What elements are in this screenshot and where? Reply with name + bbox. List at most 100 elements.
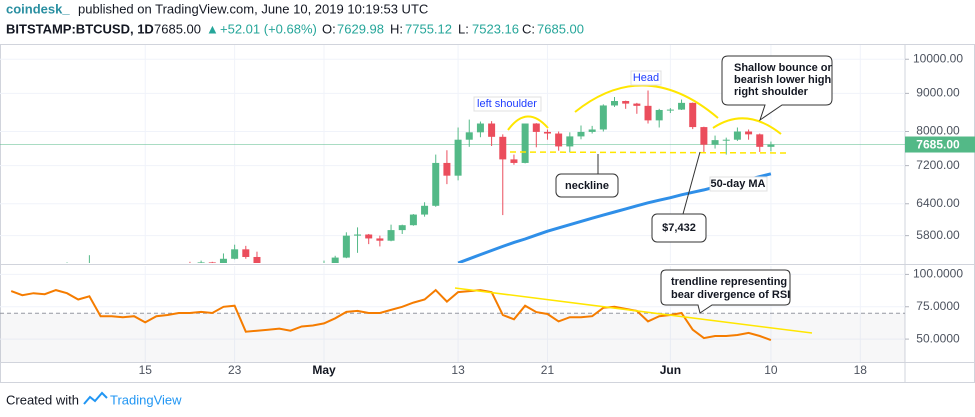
pointer: [682, 151, 701, 215]
candle-body: [387, 230, 395, 241]
candle-body: [443, 162, 451, 176]
callout: [660, 269, 791, 314]
h-value: 7755.12: [405, 21, 452, 36]
candle-body: [298, 269, 305, 273]
candle-body: [398, 225, 406, 231]
note-text: neckline: [565, 180, 609, 192]
symbol: BITSTAMP:BTCUSD, 1D: [6, 21, 154, 36]
candle-body: [208, 262, 216, 263]
candle-body: [465, 132, 473, 140]
candle-body: [421, 205, 429, 215]
x-tick-label: 15: [139, 363, 153, 377]
footer-brand[interactable]: TradingView: [110, 392, 182, 407]
candle-body: [119, 279, 126, 280]
note-text: Head: [633, 72, 659, 84]
candle-body: [52, 271, 59, 280]
candle-body: [97, 264, 104, 282]
rsi-marks: [0, 288, 905, 362]
footer-logo: [83, 391, 108, 405]
candle-body: [733, 131, 741, 140]
candle-body: [231, 249, 239, 259]
candle-body: [75, 267, 82, 273]
right-shoulder-note: Shallow bounce or bearish lower high rig…: [721, 55, 833, 122]
l-label: L:: [458, 21, 469, 36]
candle-body: [722, 139, 730, 141]
y-tick-label: 7200.00: [916, 158, 960, 172]
candle-body: [253, 256, 261, 263]
candle-body: [532, 123, 540, 132]
h-label: H:: [390, 21, 403, 36]
candle-body: [432, 162, 440, 206]
candle-body: [153, 270, 160, 282]
low-note: $7,432: [651, 151, 707, 243]
y-tick-label: 6400.00: [916, 196, 960, 210]
note-text: left shoulder: [477, 98, 537, 110]
y-tick-label: 8000.00: [916, 124, 960, 138]
last-price-tag: [905, 136, 975, 153]
note-box: [709, 176, 768, 192]
note-text: bearish lower high: [734, 74, 831, 86]
note-box: [555, 173, 619, 198]
candle-body: [309, 265, 316, 272]
left-shoulder-arc: [507, 115, 549, 131]
x-tick-label: 10: [764, 363, 778, 377]
candle-body: [8, 286, 15, 292]
candle-body: [767, 144, 775, 147]
candle-body: [365, 234, 373, 239]
price-marks: [0, 90, 905, 292]
callout: [721, 55, 833, 122]
candle-body: [510, 159, 518, 163]
candle-body: [276, 267, 283, 269]
last-price-label: 7685.00: [916, 138, 960, 152]
candle-body: [521, 123, 529, 163]
candle-body: [666, 109, 674, 111]
candle-body: [342, 235, 350, 258]
candle-body: [599, 105, 607, 130]
x-tick-label: May: [312, 363, 336, 377]
candle-body: [566, 136, 574, 147]
candle-body: [409, 214, 417, 226]
note-box: [473, 96, 542, 112]
candle-body: [41, 280, 48, 282]
candle-body: [186, 265, 193, 266]
ma-label: 50-day MA: [710, 178, 765, 190]
head-note: Head: [630, 70, 662, 86]
price: 7685.00: [154, 21, 201, 36]
author: coindesk_: [6, 1, 70, 16]
o-value: 7629.98: [337, 21, 384, 36]
right-shoulder-arc: [712, 117, 782, 135]
candle-body: [499, 136, 507, 160]
candle-body: [678, 102, 686, 110]
y-tick-label: 9000.00: [916, 86, 960, 100]
y-tick-label: 100.0000: [913, 267, 963, 281]
candle-body: [331, 257, 339, 263]
candle-body: [19, 286, 26, 291]
note-box: [630, 70, 662, 86]
o-label: O:: [322, 21, 336, 36]
candle-body: [197, 262, 205, 263]
axes: 5800.00 6400.00 7200.00 8000.00 9000.00 10000…: [139, 51, 975, 377]
y-tick-label: 5800.00: [916, 228, 960, 242]
published: published on TradingView.com, June 10, 2…: [78, 1, 428, 16]
c-value: 7685.00: [537, 21, 584, 36]
candle-body: [700, 127, 708, 145]
candle-body: [108, 279, 115, 282]
candle-body: [622, 101, 630, 104]
candle-body: [287, 267, 294, 269]
l-value: 7523.16: [472, 21, 519, 36]
candle-body: [488, 123, 496, 137]
candle-body: [175, 265, 182, 267]
x-tick-label: 23: [228, 363, 242, 377]
candle-body: [633, 103, 641, 106]
footer-created: Created with: [6, 392, 79, 407]
arrow: ▲: [206, 21, 219, 36]
candle-body: [354, 234, 362, 236]
candle-body: [242, 249, 250, 257]
x-tick-label: Jun: [660, 363, 681, 377]
rsi-trendline: [454, 287, 813, 334]
candle-body: [265, 270, 272, 274]
candle-body: [164, 267, 171, 269]
x-tick-label: 18: [854, 363, 868, 377]
candle-body: [454, 139, 462, 176]
